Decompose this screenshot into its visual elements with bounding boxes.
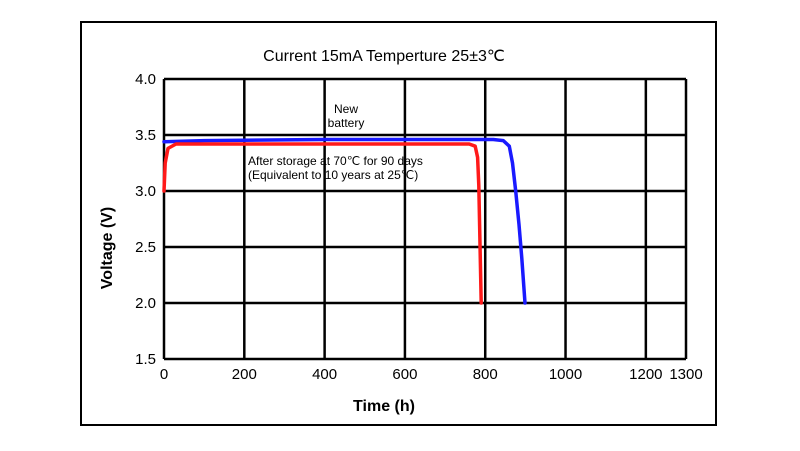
x-tick-label: 400 [312, 366, 337, 383]
series-lines [162, 137, 527, 305]
y-tick-label: 2.5 [135, 239, 156, 256]
x-tick-label: 0 [160, 366, 168, 383]
x-axis-label: Time (h) [353, 398, 415, 415]
y-tick-label: 1.5 [135, 351, 156, 368]
y-tick-label: 3.0 [135, 183, 156, 200]
annotation-0: New battery [328, 102, 365, 130]
series-line-1 [162, 142, 483, 305]
y-tick-label: 4.0 [135, 71, 156, 88]
series-line-0 [162, 137, 527, 305]
y-axis-label: Voltage (V) [99, 207, 116, 289]
annotation-1: After storage at 70℃ for 90 days (Equival… [248, 154, 423, 182]
x-tick-label: 800 [473, 366, 498, 383]
voltage-chart: Current 15mA Temperture 25±3℃ 0 200 400 600… [99, 48, 703, 415]
x-tick-label: 600 [392, 366, 417, 383]
grid [162, 77, 688, 361]
annotations: New battery After storage at 70℃ for 90 da… [248, 102, 423, 182]
chart-frame: Current 15mA Temperture 25±3℃ 0 200 400 600… [80, 21, 717, 426]
tick-labels: 0 200 400 600 800 1000 1200 1300 1.5 2.0 2.5 3.0 3.5… [135, 71, 703, 383]
y-tick-label: 3.5 [135, 127, 156, 144]
y-tick-label: 2.0 [135, 295, 156, 312]
x-tick-label: 1000 [549, 366, 582, 383]
chart-title: Current 15mA Temperture 25±3℃ [263, 48, 505, 65]
x-tick-label: 200 [232, 366, 257, 383]
x-tick-label: 1300 [669, 366, 702, 383]
x-tick-label: 1200 [629, 366, 662, 383]
